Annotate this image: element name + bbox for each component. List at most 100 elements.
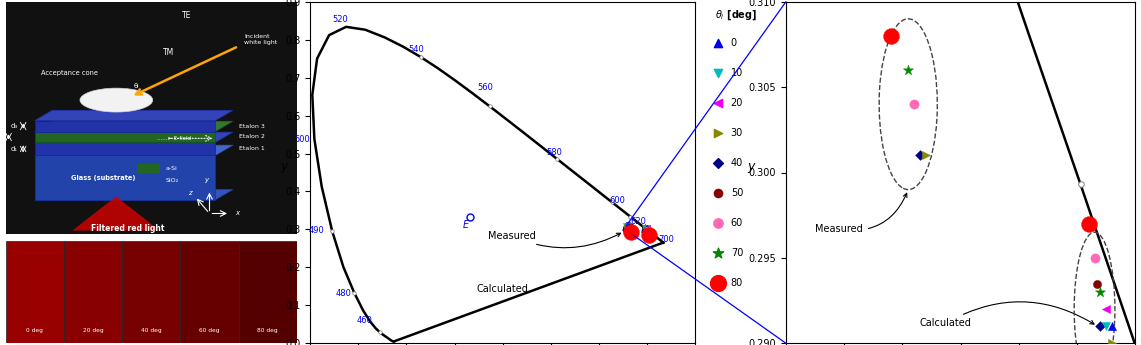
- Point: [1079, 221, 1098, 227]
- Text: E: E: [462, 220, 469, 230]
- Text: Incident
white light: Incident white light: [244, 34, 277, 45]
- Text: 540: 540: [408, 45, 424, 54]
- Point: [618, 224, 637, 230]
- Text: z: z: [188, 190, 192, 196]
- Text: 60: 60: [730, 218, 743, 228]
- Text: Acceptance cone: Acceptance cone: [41, 70, 98, 76]
- Text: 480: 480: [335, 289, 351, 298]
- Polygon shape: [35, 190, 233, 200]
- Point: [637, 227, 655, 232]
- Point: [639, 229, 657, 235]
- Text: SiO₂: SiO₂: [165, 178, 179, 183]
- Text: Filtered red light: Filtered red light: [91, 224, 164, 233]
- Point: [709, 160, 727, 166]
- Point: [622, 229, 640, 235]
- Text: a-Si: a-Si: [165, 166, 178, 170]
- Text: 580: 580: [547, 148, 563, 157]
- Bar: [64, 241, 122, 343]
- Text: 60 deg: 60 deg: [200, 328, 220, 333]
- Bar: [137, 176, 160, 185]
- Polygon shape: [35, 110, 233, 121]
- Text: Measured: Measured: [815, 193, 907, 234]
- Point: [621, 226, 639, 232]
- Text: 490: 490: [309, 226, 325, 235]
- Bar: [6, 2, 297, 234]
- Point: [709, 190, 727, 196]
- Text: x: x: [236, 210, 240, 216]
- Polygon shape: [35, 132, 233, 142]
- Ellipse shape: [80, 88, 153, 112]
- Point: [1097, 306, 1115, 312]
- Point: [1089, 281, 1107, 286]
- Point: [1085, 255, 1103, 260]
- Text: 460: 460: [357, 316, 373, 325]
- Text: 520: 520: [332, 16, 348, 24]
- Text: ......> E-field: ......> E-field: [157, 136, 192, 141]
- Y-axis label: y: y: [747, 159, 754, 172]
- Point: [617, 224, 636, 229]
- Text: Etalon 2: Etalon 2: [238, 135, 265, 139]
- Point: [916, 153, 934, 158]
- Point: [709, 250, 727, 256]
- Text: 0: 0: [730, 38, 737, 48]
- Text: Calculated: Calculated: [920, 302, 1094, 328]
- Text: 80: 80: [730, 278, 743, 288]
- Text: 560: 560: [478, 83, 494, 92]
- Text: 700: 700: [658, 235, 674, 244]
- Text: Etalon 1: Etalon 1: [238, 146, 265, 151]
- Text: 80 deg: 80 deg: [258, 328, 278, 333]
- Point: [1103, 341, 1122, 345]
- Text: d₂: d₂: [0, 134, 2, 140]
- Point: [709, 40, 727, 46]
- Point: [709, 100, 727, 106]
- Point: [617, 224, 636, 229]
- Bar: [122, 241, 180, 343]
- Text: TE: TE: [181, 11, 191, 20]
- Point: [639, 229, 657, 234]
- Text: 500: 500: [294, 135, 310, 144]
- Point: [709, 130, 727, 136]
- Polygon shape: [35, 155, 216, 200]
- Point: [636, 226, 654, 231]
- Point: [1091, 289, 1109, 295]
- Point: [709, 70, 727, 76]
- Point: [620, 228, 638, 233]
- Point: [709, 280, 727, 286]
- Point: [620, 225, 638, 230]
- Text: Measured: Measured: [488, 231, 621, 248]
- Polygon shape: [72, 196, 160, 230]
- Text: TM: TM: [163, 48, 175, 58]
- Point: [638, 228, 656, 234]
- Text: 20: 20: [730, 98, 743, 108]
- Point: [621, 227, 639, 233]
- Text: 620: 620: [630, 217, 646, 226]
- Bar: [6, 241, 64, 343]
- Polygon shape: [35, 142, 216, 155]
- Y-axis label: y: y: [280, 159, 288, 172]
- Text: y: y: [204, 177, 209, 183]
- Polygon shape: [35, 121, 233, 131]
- Point: [911, 153, 929, 158]
- Text: 600: 600: [609, 196, 625, 206]
- Bar: [238, 241, 297, 343]
- Text: 50: 50: [730, 188, 743, 198]
- Bar: [180, 241, 238, 343]
- Point: [1091, 324, 1109, 329]
- Point: [882, 33, 900, 39]
- Text: 10: 10: [730, 68, 743, 78]
- Point: [640, 232, 658, 237]
- Text: θᵢ: θᵢ: [133, 83, 139, 89]
- Point: [638, 227, 656, 233]
- Text: 0 deg: 0 deg: [26, 328, 43, 333]
- Text: Etalon 3: Etalon 3: [238, 124, 265, 129]
- Point: [1097, 324, 1115, 329]
- Text: d₃: d₃: [10, 123, 17, 129]
- Point: [899, 67, 917, 73]
- Text: d₁: d₁: [10, 146, 17, 152]
- Text: 20 deg: 20 deg: [83, 328, 104, 333]
- Polygon shape: [35, 145, 233, 155]
- Point: [905, 101, 923, 107]
- Text: 70: 70: [730, 248, 743, 258]
- Text: $\theta_i$ [deg]: $\theta_i$ [deg]: [714, 9, 756, 22]
- Text: 40: 40: [730, 158, 743, 168]
